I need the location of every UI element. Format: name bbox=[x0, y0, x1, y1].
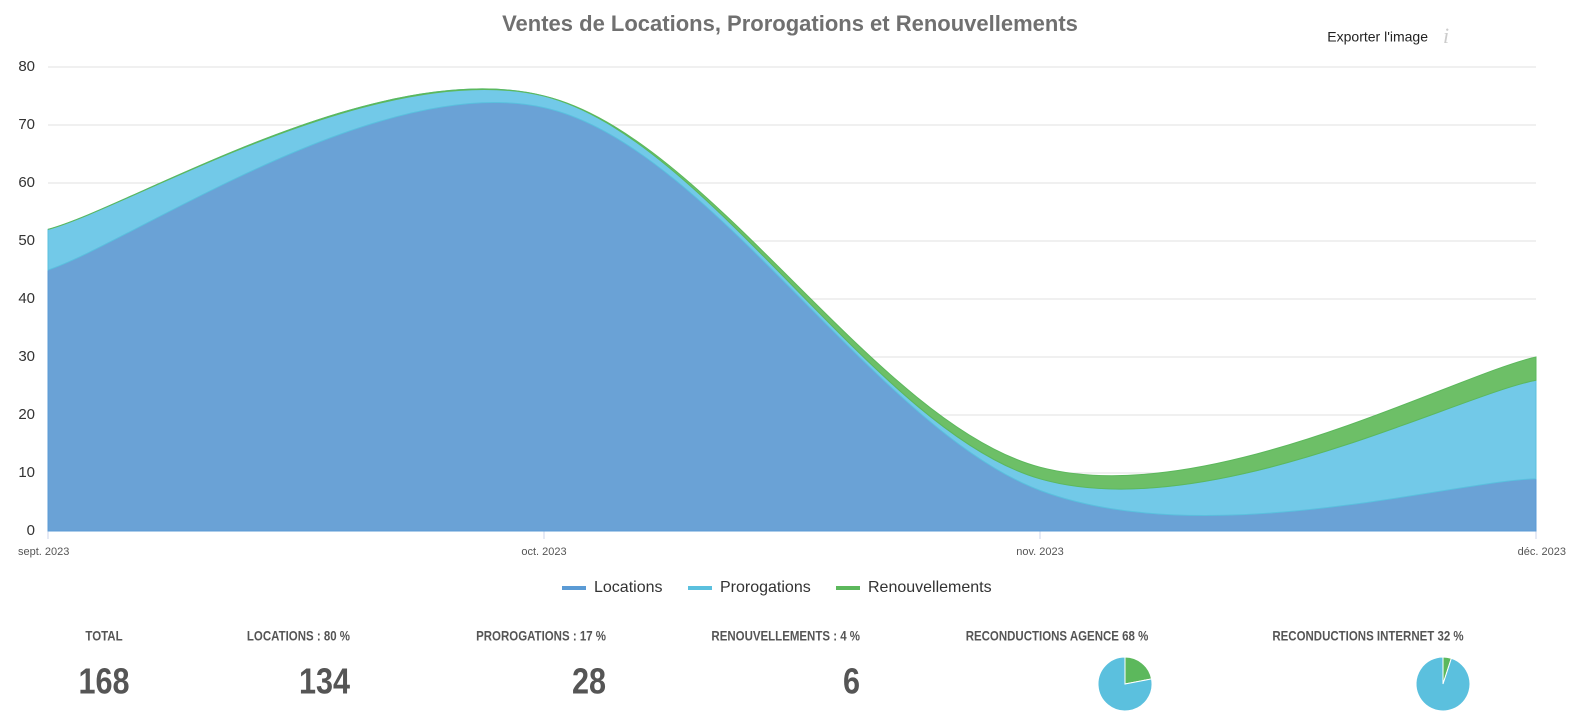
info-icon[interactable]: i bbox=[1443, 23, 1449, 48]
chart-title: Ventes de Locations, Prorogations et Ren… bbox=[502, 11, 1078, 36]
summary-value: 6 bbox=[843, 662, 860, 702]
legend-label: Locations bbox=[594, 579, 663, 596]
y-tick-label: 70 bbox=[18, 116, 35, 133]
y-tick-label: 0 bbox=[27, 522, 35, 539]
pie-label: RECONDUCTIONS AGENCE 68 % bbox=[966, 628, 1149, 644]
summary-label: PROROGATIONS : 17 % bbox=[476, 628, 606, 644]
summary-value: 168 bbox=[78, 662, 129, 702]
summary-value: 134 bbox=[299, 662, 350, 702]
legend-label: Prorogations bbox=[720, 579, 811, 596]
x-tick-label: déc. 2023 bbox=[1518, 546, 1566, 558]
y-tick-label: 60 bbox=[18, 174, 35, 191]
legend-label: Renouvellements bbox=[868, 579, 992, 596]
pie-slice bbox=[1124, 656, 1153, 685]
y-tick-label: 50 bbox=[18, 232, 35, 249]
pie-slice bbox=[1097, 656, 1153, 712]
area bbox=[47, 88, 1537, 490]
y-tick-label: 20 bbox=[18, 406, 35, 423]
summary-label: TOTAL bbox=[85, 628, 122, 644]
summary-label: RENOUVELLEMENTS : 4 % bbox=[711, 628, 860, 644]
pie-slice bbox=[1415, 656, 1471, 712]
x-tick-label: nov. 2023 bbox=[1016, 546, 1064, 558]
y-tick-label: 10 bbox=[18, 464, 35, 481]
y-tick-label: 80 bbox=[18, 58, 35, 75]
summary-value: 28 bbox=[572, 662, 606, 702]
pie-label: RECONDUCTIONS INTERNET 32 % bbox=[1272, 628, 1464, 644]
export-button[interactable]: Exporter l'image bbox=[1327, 29, 1428, 45]
y-tick-label: 30 bbox=[18, 348, 35, 365]
x-tick-label: sept. 2023 bbox=[18, 546, 69, 558]
y-tick-label: 40 bbox=[18, 290, 35, 307]
x-tick-label: oct. 2023 bbox=[521, 546, 566, 558]
summary-label: LOCATIONS : 80 % bbox=[247, 628, 351, 644]
